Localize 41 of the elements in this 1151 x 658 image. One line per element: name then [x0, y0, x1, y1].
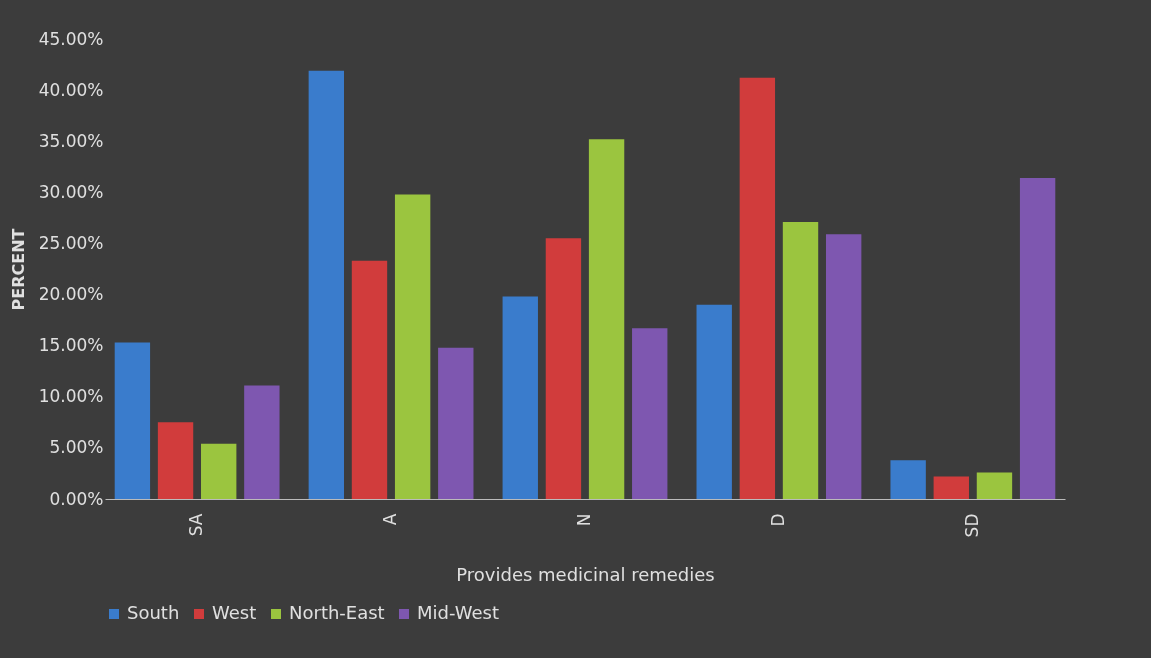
bar — [201, 443, 237, 499]
bar — [976, 472, 1013, 499]
bar — [502, 296, 538, 499]
bar — [933, 476, 969, 499]
y-tick-label: 5.00% — [49, 437, 104, 458]
bar — [825, 234, 862, 499]
bar — [351, 260, 388, 499]
x-axis-title: Provides medicinal remedies — [456, 564, 715, 586]
bar — [890, 460, 926, 499]
legend-label: West — [212, 602, 257, 623]
y-tick-label: 10.00% — [38, 386, 104, 407]
bar — [244, 385, 280, 499]
x-tick-label: SA — [186, 513, 207, 537]
bar — [114, 342, 151, 499]
bar — [394, 194, 431, 499]
bar — [308, 70, 345, 499]
bar — [588, 139, 625, 499]
x-tick-label: N — [574, 513, 594, 527]
bar — [438, 347, 474, 499]
bar — [696, 304, 732, 499]
y-tick-label: 35.00% — [38, 130, 104, 151]
y-tick-label: 40.00% — [38, 79, 104, 100]
y-axis-title: PERCENT — [8, 228, 28, 311]
bar — [632, 328, 668, 499]
y-tick-label: 45.00% — [38, 28, 104, 49]
legend-label: Mid-West — [417, 602, 499, 623]
bar — [782, 221, 819, 499]
legend-label: South — [127, 602, 180, 623]
y-tick-label: 0.00% — [49, 488, 104, 509]
bar — [1019, 178, 1056, 499]
x-tick-label: A — [380, 513, 401, 526]
legend-label: North-East — [289, 602, 385, 623]
y-tick-label: 20.00% — [38, 284, 104, 305]
y-tick-label: 25.00% — [38, 232, 104, 253]
y-tick-label: 30.00% — [38, 181, 104, 202]
bar — [157, 422, 194, 499]
x-tick-label: D — [767, 513, 788, 527]
x-tick-label: SD — [961, 513, 982, 538]
bar — [545, 238, 582, 499]
bar — [739, 77, 776, 499]
y-tick-label: 15.00% — [38, 335, 104, 356]
